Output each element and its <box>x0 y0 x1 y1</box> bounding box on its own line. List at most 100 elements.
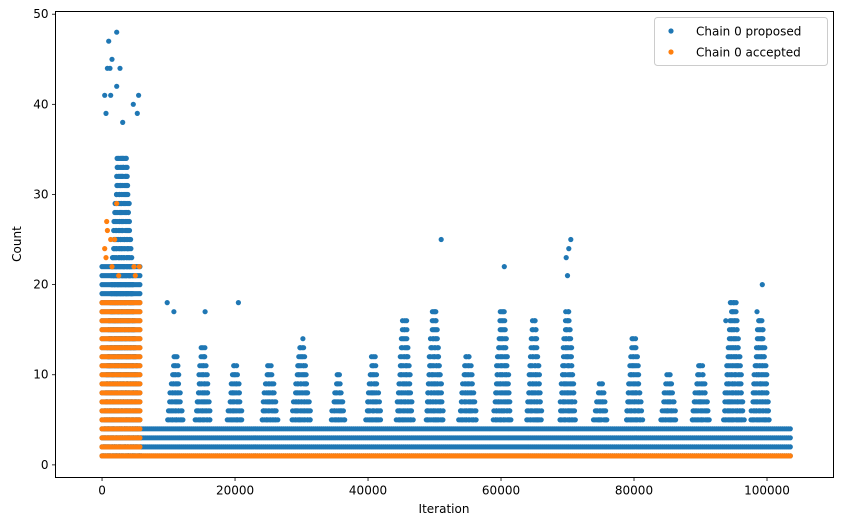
legend-marker-proposed <box>668 28 674 34</box>
proposed-point <box>176 372 182 378</box>
proposed-point <box>501 309 507 315</box>
proposed-point <box>207 408 213 414</box>
proposed-point <box>136 92 142 98</box>
proposed-point <box>177 399 183 405</box>
proposed-point <box>632 336 639 342</box>
proposed-point <box>468 363 474 369</box>
proposed-point <box>738 372 744 378</box>
proposed-point <box>405 345 411 351</box>
accepted-point <box>114 200 120 207</box>
proposed-point <box>787 435 793 441</box>
proposed-point <box>603 408 609 414</box>
proposed-point <box>407 372 413 378</box>
plot-points <box>99 29 793 459</box>
proposed-point <box>434 327 440 333</box>
proposed-point <box>505 381 511 387</box>
proposed-point <box>205 390 211 396</box>
proposed-point <box>635 363 641 369</box>
accepted-point <box>137 354 143 360</box>
proposed-point <box>340 408 346 414</box>
proposed-point <box>129 291 136 297</box>
proposed-point <box>566 309 572 315</box>
accepted-point <box>102 246 108 252</box>
proposed-point <box>120 119 126 125</box>
proposed-point <box>137 273 143 279</box>
proposed-point <box>125 209 131 216</box>
accepted-point <box>137 435 143 441</box>
proposed-point <box>436 363 442 369</box>
proposed-point <box>764 390 770 396</box>
proposed-point <box>762 345 768 351</box>
proposed-point <box>571 381 577 387</box>
proposed-point <box>740 399 746 405</box>
proposed-point <box>469 372 475 378</box>
proposed-point <box>568 354 575 360</box>
proposed-point <box>125 191 131 198</box>
proposed-point <box>507 399 513 405</box>
accepted-point <box>137 318 143 324</box>
proposed-point <box>604 417 610 423</box>
proposed-point <box>128 246 134 252</box>
proposed-point <box>760 327 766 333</box>
proposed-point <box>504 363 510 369</box>
accepted-point <box>137 345 143 351</box>
proposed-point <box>130 101 136 107</box>
proposed-point <box>234 363 240 369</box>
x-tick-label: 0 <box>98 484 106 498</box>
proposed-point <box>538 417 544 423</box>
proposed-point <box>130 282 136 288</box>
proposed-point <box>667 372 673 378</box>
proposed-point <box>302 363 308 369</box>
accepted-point <box>137 300 143 306</box>
proposed-point <box>179 408 185 414</box>
proposed-point <box>634 354 641 360</box>
proposed-point <box>534 345 540 351</box>
proposed-point <box>377 408 383 414</box>
proposed-point <box>754 309 760 315</box>
accepted-point <box>116 273 122 279</box>
proposed-point <box>433 309 439 315</box>
proposed-point <box>372 354 378 360</box>
y-tick-label: 20 <box>33 278 48 292</box>
proposed-point <box>704 399 710 405</box>
proposed-point <box>532 318 538 324</box>
proposed-point <box>336 372 342 378</box>
proposed-point <box>410 417 416 423</box>
proposed-point <box>567 327 573 333</box>
proposed-point <box>376 399 382 405</box>
proposed-point <box>699 363 706 369</box>
proposed-point <box>535 354 541 360</box>
proposed-point <box>435 345 441 351</box>
x-tick-label: 40000 <box>349 484 387 498</box>
proposed-point <box>301 345 307 351</box>
x-axis: 0 20000 40000 60000 80000 100000 <box>98 477 790 498</box>
proposed-point <box>533 327 539 333</box>
proposed-point <box>268 363 274 369</box>
proposed-point <box>572 417 578 423</box>
proposed-point <box>473 408 479 414</box>
proposed-point <box>438 390 444 396</box>
proposed-point <box>763 381 770 387</box>
proposed-point <box>239 417 245 423</box>
proposed-point <box>134 110 140 116</box>
proposed-point <box>237 399 243 405</box>
proposed-point <box>636 372 642 378</box>
proposed-point <box>124 164 130 170</box>
x-tick-label: 20000 <box>216 484 254 498</box>
proposed-point <box>307 408 313 414</box>
proposed-point <box>534 336 540 342</box>
proposed-point <box>569 363 575 369</box>
accepted-point <box>131 264 137 270</box>
proposed-point <box>563 255 569 261</box>
proposed-point <box>702 381 708 387</box>
proposed-point <box>601 390 607 396</box>
proposed-point <box>741 417 747 423</box>
x-tick-label: 100000 <box>744 484 790 498</box>
proposed-point <box>668 381 675 387</box>
proposed-point <box>406 363 412 369</box>
proposed-point <box>566 318 572 324</box>
accepted-point <box>108 236 114 243</box>
proposed-point <box>738 381 744 387</box>
